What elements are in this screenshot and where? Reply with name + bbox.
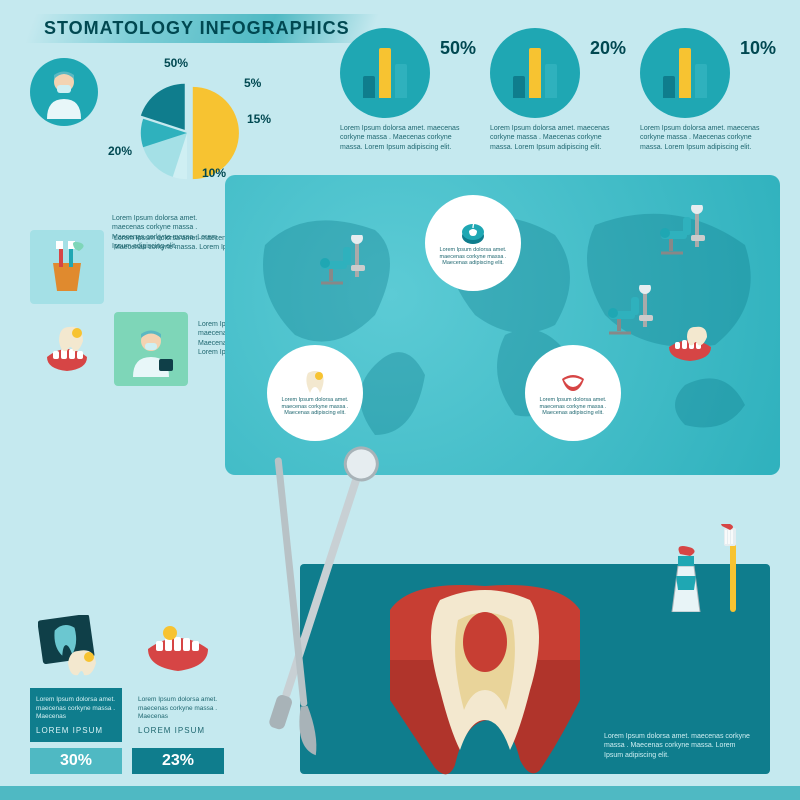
stat-circle bbox=[340, 28, 430, 118]
top-stat-2: 10%Lorem Ipsum dolorsa amet. maecenas co… bbox=[640, 28, 770, 152]
map-bubble-0: Lorem Ipsum dolorsa amet. maecenas corky… bbox=[425, 195, 521, 291]
stat-caption: Lorem Ipsum dolorsa amet. maecenas corky… bbox=[340, 124, 470, 152]
footer-bar bbox=[0, 786, 800, 800]
top-stat-1: 20%Lorem Ipsum dolorsa amet. maecenas co… bbox=[490, 28, 620, 152]
wide-panel-text: Lorem Ipsum dolorsa amet. maecenas corky… bbox=[604, 732, 754, 760]
stat-caption: Lorem Ipsum dolorsa amet. maecenas corky… bbox=[640, 124, 770, 152]
map-bubble-2: Lorem Ipsum dolorsa amet. maecenas corky… bbox=[525, 345, 621, 441]
dentist-icon bbox=[37, 65, 91, 119]
smile-icon bbox=[560, 369, 586, 395]
bubble-text: Lorem Ipsum dolorsa amet. maecenas corky… bbox=[273, 397, 357, 417]
stat-percent: 50% bbox=[440, 38, 476, 59]
bottom-stat-title: LOREM IPSUM bbox=[138, 726, 218, 736]
bubble-text: Lorem Ipsum dolorsa amet. maecenas corky… bbox=[531, 397, 615, 417]
title-banner: STOMATOLOGY INFOGRAPHICS bbox=[30, 14, 374, 43]
chair-icon bbox=[315, 235, 371, 290]
stat-percent: 10% bbox=[740, 38, 776, 59]
bottom-stat-value: 30% bbox=[30, 748, 122, 774]
bottom-stat-title: LOREM IPSUM bbox=[36, 726, 116, 736]
dentist-avatar bbox=[30, 58, 98, 126]
pie-slice-label: 20% bbox=[108, 144, 132, 158]
wide-panel-icons bbox=[666, 524, 748, 612]
dental-tools-icon bbox=[260, 444, 380, 764]
bottom-stat-text: Lorem Ipsum dolorsa amet. maecenas corky… bbox=[36, 696, 116, 721]
top-stat-0: 50%Lorem Ipsum dolorsa amet. maecenas co… bbox=[340, 28, 470, 152]
bottom-stat-0: Lorem Ipsum dolorsa amet. maecenas corky… bbox=[30, 608, 122, 774]
tooth-cross-section-icon bbox=[380, 570, 590, 780]
stat-circle bbox=[640, 28, 730, 118]
world-map-panel: Lorem Ipsum dolorsa amet. maecenas corky… bbox=[225, 175, 780, 475]
map-bubble-1: Lorem Ipsum dolorsa amet. maecenas corky… bbox=[267, 345, 363, 441]
toothpaste-tube-icon bbox=[666, 546, 706, 612]
pie-slice-label: 10% bbox=[202, 166, 226, 180]
bottom-stats: Lorem Ipsum dolorsa amet. maecenas corky… bbox=[30, 608, 224, 774]
bottom-stat-body: Lorem Ipsum dolorsa amet. maecenas corky… bbox=[30, 688, 122, 742]
stat-circle bbox=[490, 28, 580, 118]
tile-toothbrush-cup bbox=[30, 230, 104, 304]
pie-slice-label: 5% bbox=[244, 76, 261, 90]
tile-dentist-photo bbox=[114, 312, 188, 386]
toothbrush-icon bbox=[718, 524, 748, 612]
jaw-tooth-icon bbox=[665, 325, 715, 370]
floss-icon bbox=[460, 219, 486, 245]
pie-slice-label: 50% bbox=[164, 56, 188, 70]
dentures-icon bbox=[132, 608, 224, 688]
bottom-stat-text: Lorem Ipsum dolorsa amet. maecenas corky… bbox=[138, 696, 218, 721]
xray-icon bbox=[30, 608, 122, 688]
bottom-stat-value: 23% bbox=[132, 748, 224, 774]
bubble-text: Lorem Ipsum dolorsa amet. maecenas corky… bbox=[431, 247, 515, 267]
wide-panel: Lorem Ipsum dolorsa amet. maecenas corky… bbox=[300, 564, 770, 774]
bottom-stat-body: Lorem Ipsum dolorsa amet. maecenas corky… bbox=[132, 688, 224, 742]
pie-slice-label: 15% bbox=[247, 112, 271, 126]
stat-caption: Lorem Ipsum dolorsa amet. maecenas corky… bbox=[490, 124, 620, 152]
top-stats-row: 50% Lorem Ipsum dolorsa amet. maecenas co… bbox=[340, 28, 770, 152]
chair-icon bbox=[603, 285, 659, 340]
stat-percent: 20% bbox=[590, 38, 626, 59]
tooth-icon bbox=[302, 369, 328, 395]
bottom-stat-1: Lorem Ipsum dolorsa amet. maecenas corky… bbox=[132, 608, 224, 774]
tile-tooth-jaw bbox=[30, 312, 104, 386]
chair-icon bbox=[655, 205, 711, 260]
page-title: STOMATOLOGY INFOGRAPHICS bbox=[30, 14, 374, 43]
